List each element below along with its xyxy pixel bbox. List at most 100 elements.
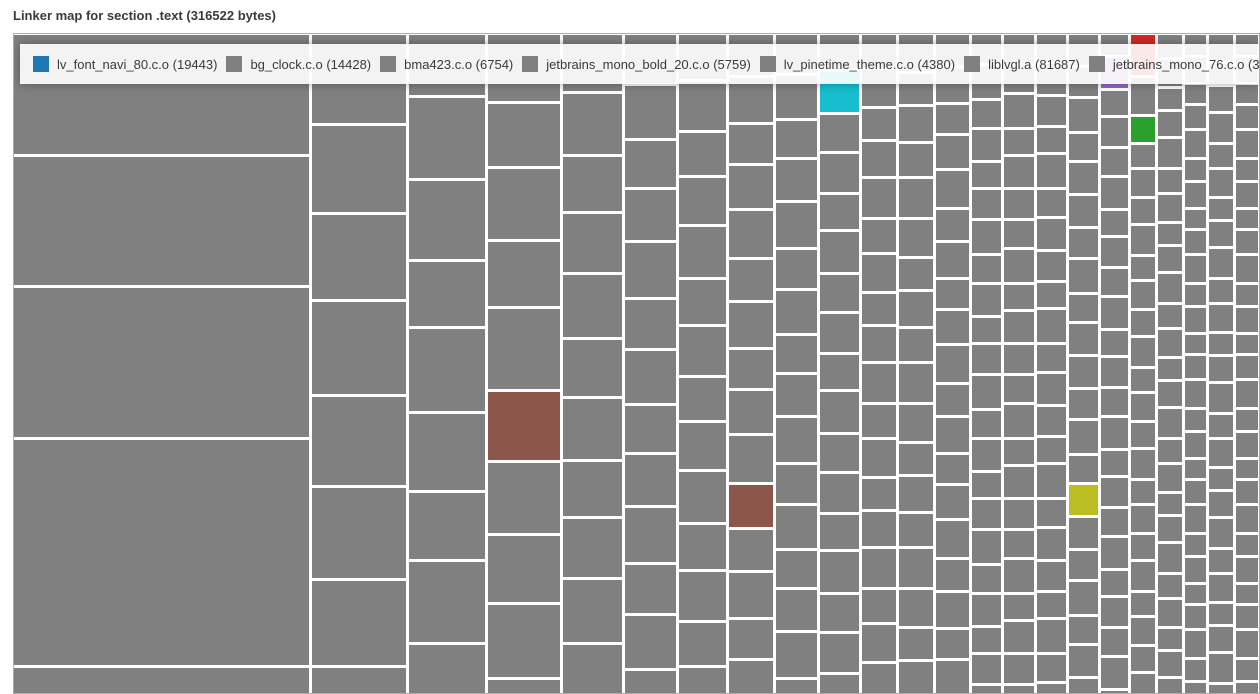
treemap-cell[interactable] <box>679 227 726 277</box>
treemap-cell[interactable] <box>312 215 406 299</box>
treemap-cell[interactable] <box>820 154 859 192</box>
treemap-cell[interactable] <box>1131 282 1155 308</box>
treemap-cell[interactable] <box>1185 356 1206 378</box>
treemap-cell[interactable] <box>1069 163 1098 193</box>
treemap-cell[interactable] <box>1069 229 1098 257</box>
treemap-cell[interactable] <box>1209 604 1233 624</box>
treemap-cell[interactable] <box>729 166 773 208</box>
treemap-cell[interactable] <box>1209 249 1233 277</box>
treemap-cell[interactable] <box>729 661 773 693</box>
treemap-cell[interactable] <box>936 630 969 658</box>
treemap-cell[interactable] <box>936 455 969 483</box>
treemap-cell[interactable] <box>899 405 933 441</box>
treemap-cell[interactable] <box>776 506 817 548</box>
treemap-cell[interactable] <box>1131 562 1155 590</box>
treemap-cell[interactable] <box>625 190 676 240</box>
treemap-cell[interactable] <box>776 203 817 247</box>
treemap-cell[interactable] <box>1037 465 1066 497</box>
treemap-cell[interactable] <box>899 329 933 361</box>
treemap-cell[interactable] <box>729 573 773 617</box>
treemap-cell[interactable] <box>1004 190 1034 218</box>
treemap-cell[interactable] <box>820 634 859 672</box>
treemap-cell[interactable] <box>1131 481 1155 503</box>
treemap-cell[interactable] <box>1236 460 1258 478</box>
treemap-cell[interactable] <box>1131 117 1155 142</box>
treemap-cell[interactable] <box>1236 183 1258 207</box>
treemap-cell[interactable] <box>1037 684 1066 693</box>
treemap-cell[interactable] <box>679 178 726 224</box>
treemap-cell[interactable] <box>1101 389 1128 415</box>
treemap-cell[interactable] <box>776 375 817 415</box>
treemap-cell[interactable] <box>820 275 859 311</box>
treemap-cell[interactable] <box>1185 131 1206 157</box>
treemap-cell[interactable] <box>1037 620 1066 652</box>
treemap-cell[interactable] <box>679 623 726 665</box>
treemap-cell[interactable] <box>488 169 560 239</box>
treemap-cell[interactable] <box>899 549 933 587</box>
treemap-cell[interactable] <box>729 485 773 527</box>
treemap-cell[interactable] <box>776 590 817 630</box>
treemap-cell[interactable] <box>1069 357 1098 387</box>
treemap-cell[interactable] <box>563 399 622 459</box>
treemap-cell[interactable] <box>862 440 896 476</box>
treemap-cell[interactable] <box>972 256 1001 282</box>
treemap-cell[interactable] <box>409 262 485 326</box>
treemap-cell[interactable] <box>409 414 485 490</box>
treemap-cell[interactable] <box>1069 260 1098 292</box>
treemap-cell[interactable] <box>1069 324 1098 354</box>
treemap-cell[interactable] <box>972 655 1001 683</box>
treemap-cell[interactable] <box>862 294 896 324</box>
treemap-cell[interactable] <box>14 440 309 665</box>
treemap-cell[interactable] <box>776 551 817 587</box>
treemap-cell[interactable] <box>1158 409 1182 437</box>
treemap-cell[interactable] <box>820 435 859 471</box>
treemap-cell[interactable] <box>1004 440 1034 464</box>
treemap-cell[interactable] <box>312 488 406 578</box>
treemap-cell[interactable] <box>972 500 1001 528</box>
treemap-cell[interactable] <box>1209 170 1233 196</box>
legend-item[interactable]: lv_font_navi_80.c.o (19443) <box>33 56 217 72</box>
treemap-cell[interactable] <box>1069 551 1098 579</box>
treemap-cell[interactable] <box>1236 231 1258 253</box>
treemap-cell[interactable] <box>625 565 676 613</box>
treemap-cell[interactable] <box>1101 149 1128 175</box>
treemap-cell[interactable] <box>862 142 896 176</box>
treemap-cell[interactable] <box>1131 593 1155 615</box>
treemap-cell[interactable] <box>936 311 969 343</box>
treemap-cell[interactable] <box>936 593 969 627</box>
treemap-cell[interactable] <box>1069 679 1098 693</box>
treemap-cell[interactable] <box>729 125 773 163</box>
treemap-cell[interactable] <box>1209 519 1233 547</box>
treemap-cell[interactable] <box>899 477 933 511</box>
treemap-cell[interactable] <box>776 121 817 157</box>
treemap-cell[interactable] <box>972 411 1001 437</box>
legend-item[interactable]: liblvgl.a (81687) <box>964 56 1080 72</box>
treemap-cell[interactable] <box>1101 269 1128 295</box>
treemap-cell[interactable] <box>972 101 1001 127</box>
treemap-cell[interactable] <box>1037 252 1066 280</box>
treemap-cell[interactable] <box>14 288 309 437</box>
treemap-cell[interactable] <box>1236 256 1258 282</box>
treemap-cell[interactable] <box>729 78 773 122</box>
treemap-cell[interactable] <box>1236 606 1258 628</box>
treemap-cell[interactable] <box>1069 485 1098 515</box>
treemap-cell[interactable] <box>1101 571 1128 595</box>
treemap-cell[interactable] <box>312 668 406 693</box>
treemap-cell[interactable] <box>1158 600 1182 626</box>
treemap-cell[interactable] <box>776 633 817 677</box>
treemap-cell[interactable] <box>1004 130 1034 154</box>
treemap-cell[interactable] <box>776 160 817 200</box>
treemap-cell[interactable] <box>1209 305 1233 331</box>
treemap-cell[interactable] <box>936 105 969 133</box>
treemap-cell[interactable] <box>936 243 969 277</box>
treemap-cell[interactable] <box>936 171 969 207</box>
treemap-cell[interactable] <box>820 392 859 432</box>
treemap-cell[interactable] <box>1101 509 1128 535</box>
legend-item[interactable]: jetbrains_mono_76.c.o (3321) <box>1088 56 1259 72</box>
treemap-cell[interactable] <box>625 351 676 403</box>
treemap-cell[interactable] <box>899 444 933 474</box>
treemap-cell[interactable] <box>972 190 1001 218</box>
treemap-cell[interactable] <box>899 629 933 659</box>
treemap-cell[interactable] <box>1185 183 1206 207</box>
treemap-cell[interactable] <box>1037 562 1066 590</box>
